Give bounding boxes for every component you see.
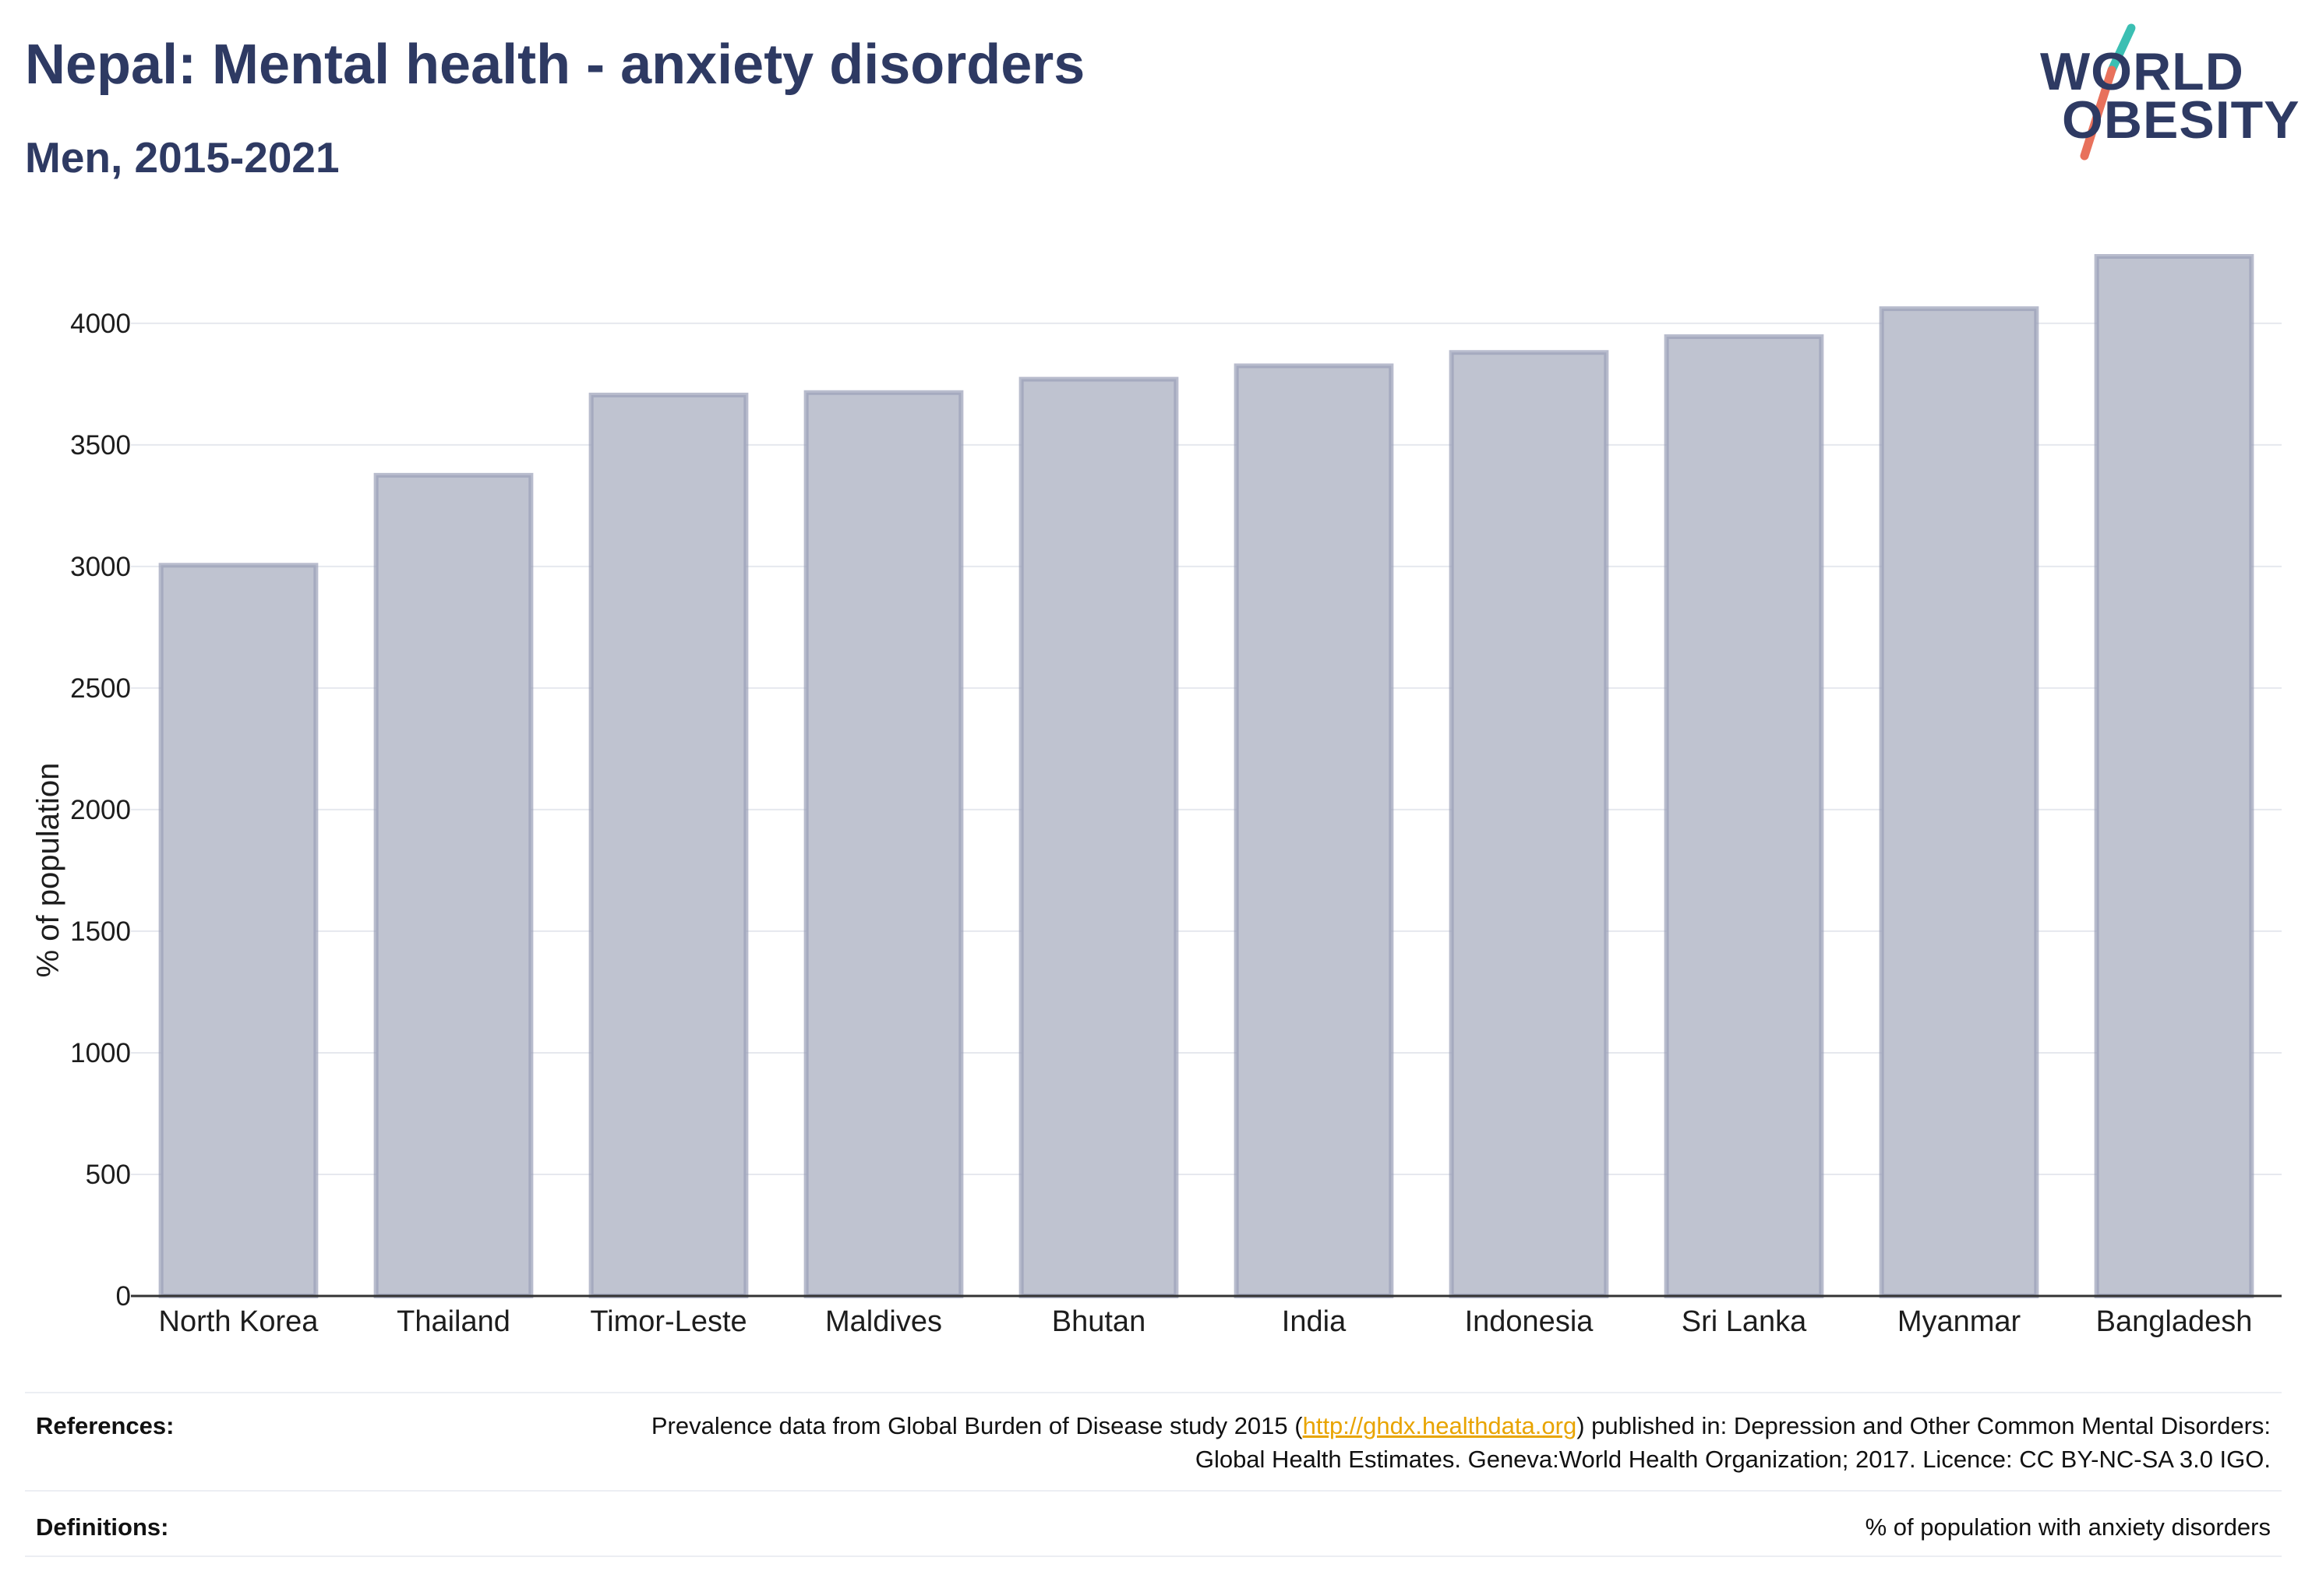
y-axis-title: % of population <box>31 763 65 978</box>
bar-bhutan[interactable] <box>1018 376 1179 1298</box>
footer-divider-top <box>25 1392 2282 1393</box>
x-tick-label: Maldives <box>825 1305 942 1338</box>
x-tick-label: Bhutan <box>1052 1305 1145 1338</box>
x-tick-label: Myanmar <box>1897 1305 2021 1338</box>
bar-sri-lanka[interactable] <box>1664 334 1824 1298</box>
y-tick-label: 500 <box>86 1160 131 1190</box>
x-tick-label: India <box>1282 1305 1347 1338</box>
x-tick-label: North Korea <box>159 1305 319 1338</box>
definitions-text: % of population with anxiety disorders <box>1865 1513 2271 1541</box>
world-obesity-logo: WORLD OBESITY <box>2026 22 2300 170</box>
definitions-label: Definitions: <box>36 1513 169 1541</box>
y-tick-label: 3500 <box>70 430 131 461</box>
bar-chart: 0 500 1000 1500 2000 2500 3000 3500 4000 North K… <box>31 254 2282 1338</box>
y-tick-label: 3000 <box>70 552 131 582</box>
footer-divider-middle <box>25 1490 2282 1492</box>
bar-thailand[interactable] <box>373 472 534 1299</box>
bar-bangladesh[interactable] <box>2094 254 2254 1298</box>
y-tick-label: 2000 <box>70 795 131 825</box>
references-label: References: <box>36 1412 175 1439</box>
bar-maldives[interactable] <box>803 390 964 1299</box>
x-tick-label: Sri Lanka <box>1682 1305 1807 1338</box>
y-tick-label: 2500 <box>70 673 131 704</box>
chart-subtitle: Men, 2015-2021 <box>25 133 340 182</box>
references-link[interactable]: http://ghdx.healthdata.org <box>1302 1412 1577 1439</box>
bar-indonesia[interactable] <box>1449 350 1609 1298</box>
bar-timor-leste[interactable] <box>588 392 749 1298</box>
references-text-before: Prevalence data from Global Burden of Di… <box>651 1412 1303 1439</box>
y-tick-label: 1000 <box>70 1038 131 1068</box>
x-tick-label: Timor-Leste <box>590 1305 747 1338</box>
y-tick-label: 4000 <box>70 309 131 339</box>
bar-india[interactable] <box>1234 363 1394 1298</box>
y-tick-label: 1500 <box>70 916 131 947</box>
y-tick-label: 0 <box>116 1281 131 1312</box>
y-tick-labels: 0 500 1000 1500 2000 2500 3000 3500 4000 <box>70 309 131 1312</box>
logo-word-world: WORLD <box>2040 42 2244 101</box>
x-tick-labels: North Korea Thailand Timor-Leste Maldives Bh… <box>159 1305 2253 1338</box>
references-text-after: ) published in: Depression and Other Com… <box>1195 1412 2271 1473</box>
x-tick-label: Indonesia <box>1465 1305 1594 1338</box>
x-tick-label: Thailand <box>397 1305 510 1338</box>
chart-title: Nepal: Mental health - anxiety disorders <box>25 34 1085 96</box>
bar-myanmar[interactable] <box>1879 306 2039 1298</box>
references-text: Prevalence data from Global Burden of Di… <box>634 1409 2271 1476</box>
logo-word-obesity: OBESITY <box>2062 90 2300 150</box>
bar-north-korea[interactable] <box>158 563 319 1298</box>
logo-slash-icon <box>2080 23 2136 161</box>
footer-divider-bottom <box>25 1555 2282 1557</box>
bars <box>158 254 2254 1299</box>
x-tick-label: Bangladesh <box>2096 1305 2253 1338</box>
